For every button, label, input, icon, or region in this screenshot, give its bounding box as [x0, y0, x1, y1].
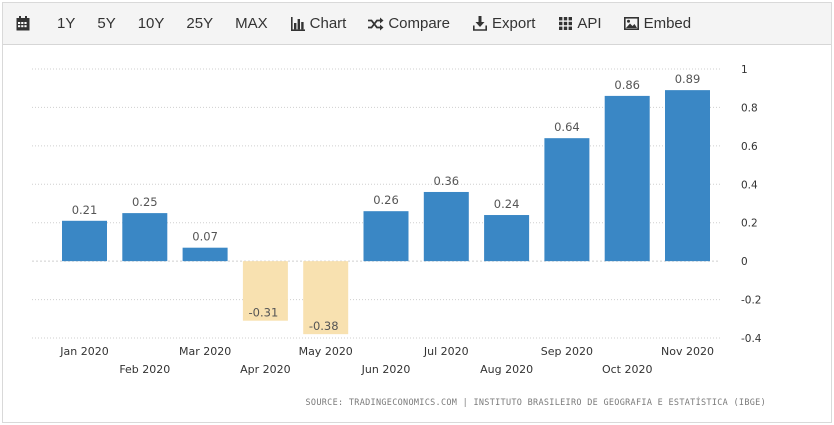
download-icon	[472, 16, 488, 32]
calendar-button[interactable]	[15, 3, 31, 45]
bar-data-label: 0.25	[132, 195, 158, 209]
x-tick-label: Nov 2020	[661, 345, 714, 358]
chart-data-labels: 0.21 0.25 0.07 -0.31 -0.38 0.26 0.36 0.24 0.64 0.…	[72, 72, 701, 333]
range-10y-label: 10Y	[137, 15, 165, 32]
range-max-label: MAX	[235, 15, 268, 32]
range-5y-label: 5Y	[97, 15, 116, 32]
bar[interactable]	[363, 211, 409, 262]
chart-x-axis: Jan 2020 Feb 2020 Mar 2020 Apr 2020 May 2020…	[59, 345, 714, 376]
y-tick-label: 0.6	[741, 141, 758, 153]
bar[interactable]	[182, 247, 228, 262]
chart-y-axis: -0.4 -0.2 0 0.2 0.4 0.6 0.8 1	[741, 64, 762, 345]
bar-data-label: 0.24	[494, 197, 520, 211]
bar[interactable]	[62, 220, 107, 262]
grid-icon	[557, 16, 573, 32]
bar[interactable]	[484, 215, 530, 262]
bar[interactable]	[423, 191, 469, 262]
range-5y-button[interactable]: 5Y	[97, 3, 115, 45]
bar[interactable]	[604, 95, 650, 262]
bar[interactable]	[122, 213, 168, 262]
x-tick-label: Mar 2020	[179, 345, 231, 358]
embed-label: Embed	[643, 15, 692, 32]
chart-type-label: Chart	[309, 15, 347, 32]
y-tick-label: -0.2	[741, 295, 762, 307]
export-button[interactable]: Export	[472, 3, 535, 45]
y-tick-label: 0	[741, 256, 748, 268]
x-tick-label: May 2020	[299, 345, 353, 358]
bar-data-label: 0.89	[675, 72, 701, 86]
shuffle-icon	[368, 16, 384, 32]
y-tick-label: 0.2	[741, 218, 758, 230]
range-25y-label: 25Y	[186, 15, 214, 32]
range-1y-label: 1Y	[57, 15, 76, 32]
bar-data-label: 0.64	[554, 120, 580, 134]
api-label: API	[577, 15, 602, 32]
bar-data-label: 0.36	[433, 174, 459, 188]
calendar-icon	[15, 16, 31, 32]
x-tick-label: Oct 2020	[602, 363, 653, 376]
x-tick-label: Jan 2020	[59, 345, 108, 358]
compare-label: Compare	[388, 15, 451, 32]
bar-data-label: 0.21	[72, 203, 98, 217]
range-25y-button[interactable]: 25Y	[186, 3, 213, 45]
bar-data-label: 0.26	[373, 193, 399, 207]
x-tick-label: Jul 2020	[423, 345, 469, 358]
chart-type-button[interactable]: Chart	[290, 3, 347, 45]
chart-bars	[62, 90, 710, 335]
bar-data-label: -0.38	[309, 319, 339, 333]
y-tick-label: 0.4	[741, 179, 758, 191]
api-button[interactable]: API	[557, 3, 602, 45]
bar[interactable]	[544, 138, 590, 262]
y-tick-label: 1	[741, 64, 748, 76]
x-tick-label: Sep 2020	[541, 345, 593, 358]
image-icon	[624, 16, 640, 32]
bar-data-label: 0.86	[614, 78, 640, 92]
bar-data-label: -0.31	[249, 306, 279, 320]
range-max-button[interactable]: MAX	[235, 3, 268, 45]
y-tick-label: -0.4	[741, 333, 762, 345]
x-tick-label: Jun 2020	[361, 363, 411, 376]
y-tick-label: 0.8	[741, 102, 758, 114]
range-10y-button[interactable]: 10Y	[138, 3, 165, 45]
x-tick-label: Feb 2020	[119, 363, 170, 376]
bar[interactable]	[303, 261, 349, 335]
range-1y-button[interactable]: 1Y	[57, 3, 75, 45]
bar[interactable]	[665, 90, 710, 262]
bar[interactable]	[242, 261, 288, 321]
bar-chart-icon	[290, 16, 306, 32]
source-note: SOURCE: TRADINGECONOMICS.COM | INSTITUTO…	[305, 398, 766, 408]
embed-button[interactable]: Embed	[624, 3, 692, 45]
x-tick-label: Aug 2020	[480, 363, 533, 376]
export-label: Export	[492, 15, 536, 32]
compare-button[interactable]: Compare	[368, 3, 450, 45]
bar-data-label: 0.07	[192, 230, 218, 244]
x-tick-label: Apr 2020	[240, 363, 291, 376]
chart-toolbar: 1Y 5Y 10Y 25Y MAX Chart Compare Export	[3, 3, 831, 45]
